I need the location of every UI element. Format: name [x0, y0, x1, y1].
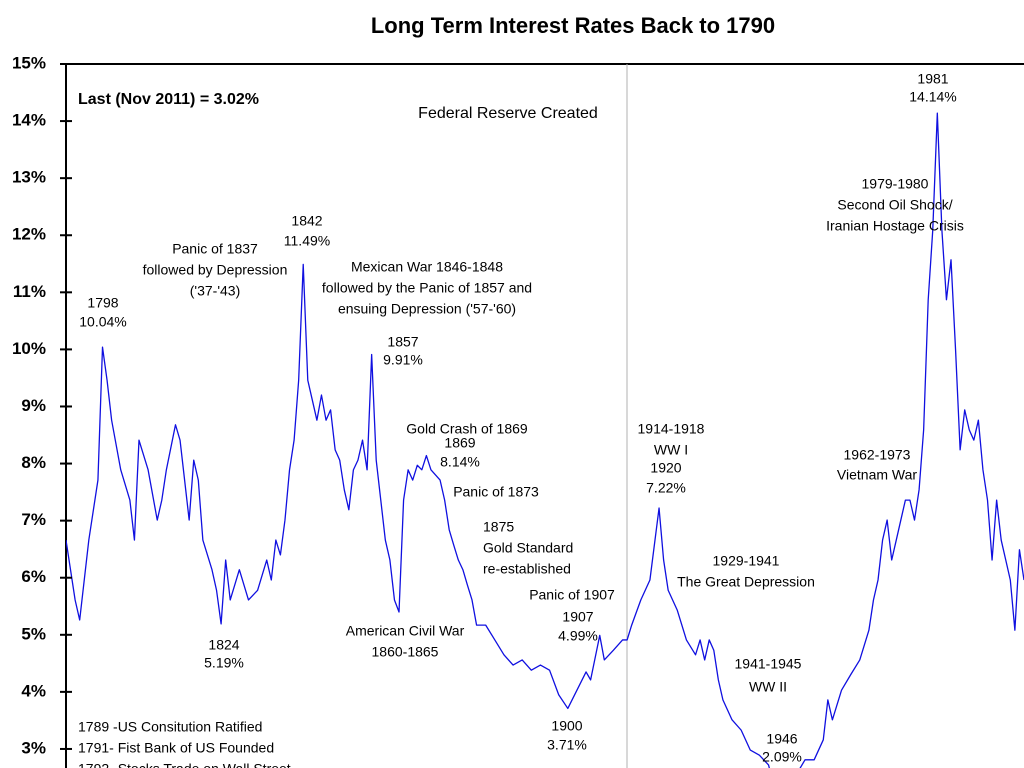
annotation: 1946	[766, 731, 797, 747]
annotation: 3.71%	[547, 737, 587, 753]
subtitle: Last (Nov 2011) = 3.02%	[78, 91, 259, 108]
y-tick-label: 7%	[21, 510, 46, 529]
annotation: 4.99%	[558, 628, 598, 644]
y-tick-label: 14%	[12, 111, 46, 130]
annotation: 1869	[444, 435, 475, 451]
annotation: 1875	[483, 519, 514, 535]
annotation: followed by the Panic of 1857 and	[322, 280, 532, 296]
annotation: WW I	[654, 442, 688, 458]
annotation: Gold Crash of 1869	[406, 421, 528, 437]
chart-title: Long Term Interest Rates Back to 1790	[371, 13, 775, 38]
annotation: re-established	[483, 561, 571, 577]
annotation: 8.14%	[440, 454, 480, 470]
y-tick-label: 12%	[12, 225, 46, 244]
annotation: 1789 -US Consitution Ratified	[78, 719, 262, 735]
annotation: Vietnam War	[837, 467, 917, 483]
y-tick-label: 6%	[21, 567, 46, 586]
annotation: 11.49%	[284, 233, 330, 249]
annotation: 1824	[208, 637, 239, 653]
annotation: 7.22%	[646, 480, 686, 496]
y-tick-label: 11%	[13, 282, 46, 301]
annotation: 1981	[917, 71, 948, 87]
annotation: 14.14%	[909, 89, 956, 105]
annotation: 1929-1941	[713, 553, 780, 569]
annotation: 1920	[650, 460, 681, 476]
y-tick-label: 3%	[21, 738, 46, 757]
annotation: 1941-1945	[735, 656, 802, 672]
annotation: The Great Depression	[677, 574, 815, 590]
annotation: 5.19%	[204, 655, 244, 671]
annotation: Panic of 1873	[453, 484, 539, 500]
annotation: 1798	[87, 295, 118, 311]
y-tick-label: 9%	[21, 396, 46, 415]
annotation: Iranian Hostage Crisis	[826, 218, 964, 234]
y-tick-label: 15%	[12, 53, 46, 72]
annotation: Mexican War 1846-1848	[351, 259, 503, 275]
annotation: Panic of 1837	[172, 241, 258, 257]
y-tick-label: 13%	[12, 168, 46, 187]
annotation: 1842	[291, 213, 322, 229]
annotation: 1900	[551, 718, 582, 734]
annotation: Panic of 1907	[529, 587, 615, 603]
annotation: 1907	[562, 609, 593, 625]
data-line	[66, 112, 1024, 768]
annotation: Second Oil Shock/	[837, 197, 952, 213]
annotation: 1962-1973	[844, 447, 911, 463]
annotation: 1791- Fist Bank of US Founded	[78, 740, 274, 756]
annotation: 1792- Stocks Trade on Wall Street	[78, 761, 291, 768]
annotation: ('37-'43)	[190, 283, 240, 299]
annotation: Federal Reserve Created	[418, 105, 598, 122]
annotation: Gold Standard	[483, 540, 573, 556]
y-tick-label: 10%	[12, 339, 46, 358]
annotation: 1860-1865	[372, 644, 439, 660]
annotation: American Civil War	[346, 623, 465, 639]
annotation: 1914-1918	[638, 421, 705, 437]
plot-area	[66, 112, 1024, 768]
y-tick-label: 5%	[21, 624, 46, 643]
annotation: 1857	[387, 334, 418, 350]
annotation: 1979-1980	[862, 176, 929, 192]
annotation: 10.04%	[79, 314, 126, 330]
annotation: followed by Depression	[143, 262, 288, 278]
annotation: ensuing Depression ('57-'60)	[338, 301, 516, 317]
y-tick-label: 8%	[21, 453, 46, 472]
annotation: 2.09%	[762, 749, 802, 765]
y-tick-label: 4%	[21, 681, 46, 700]
annotation: 9.91%	[383, 352, 423, 368]
annotation: WW II	[749, 679, 787, 695]
